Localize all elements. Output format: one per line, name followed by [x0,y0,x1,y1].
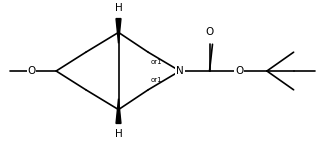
Text: or1: or1 [150,77,162,83]
Text: H: H [115,3,122,13]
Text: H: H [115,129,122,139]
Polygon shape [116,99,121,123]
Text: N: N [176,66,184,76]
Text: O: O [205,27,214,37]
Polygon shape [116,19,121,43]
Text: O: O [235,66,243,76]
Text: O: O [27,66,36,76]
Text: or1: or1 [150,59,162,65]
